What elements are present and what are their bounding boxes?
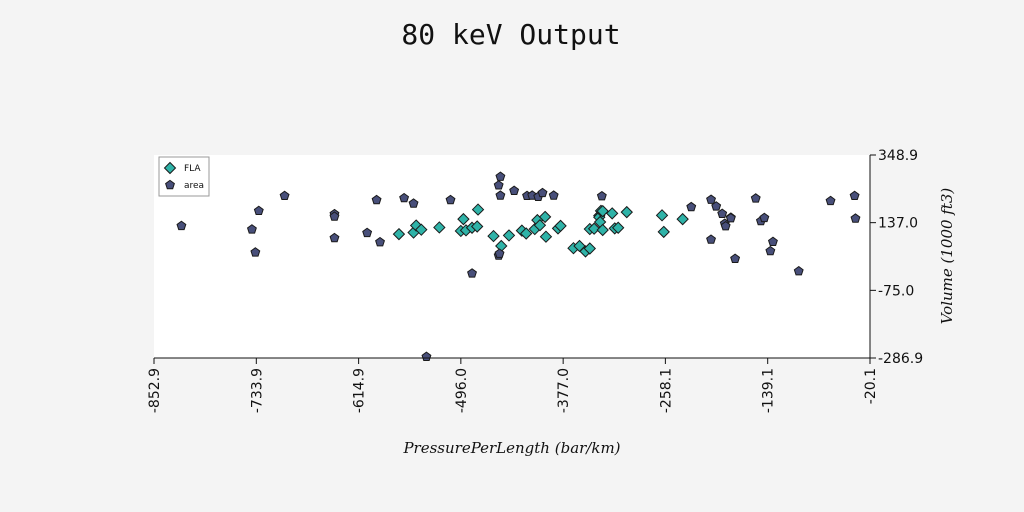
data-point-area (250, 247, 261, 257)
data-point-fla (583, 242, 597, 255)
data-point-area (793, 265, 804, 276)
x-tick-label: -139.1 (761, 368, 777, 413)
data-point-area (329, 232, 340, 243)
data-point-area (725, 212, 736, 223)
data-point-fla (487, 229, 500, 243)
legend-marker-fla (163, 161, 177, 175)
data-point-fla (502, 229, 516, 242)
x-tick-label: -377.0 (556, 368, 572, 413)
data-point-area (509, 185, 520, 195)
data-point-area (711, 201, 722, 211)
x-axis-ticks: -852.9 -733.9 -614.9 -496.0 -377.0 -258.1 -139… (147, 358, 879, 413)
x-tick-label: -496.0 (454, 368, 470, 413)
x-axis-title: PressurePerLength (bar/km) (402, 439, 620, 457)
data-points (176, 171, 861, 361)
legend: FLA area (158, 156, 210, 197)
data-point-fla (587, 222, 601, 235)
data-point-area (371, 194, 382, 205)
data-point-area (279, 190, 290, 201)
data-point-area (767, 236, 778, 247)
y-tick-label: -75.0 (878, 283, 914, 299)
legend-box (158, 156, 210, 197)
data-point-area (246, 224, 257, 234)
data-point-fla (433, 221, 446, 234)
data-point-area (596, 190, 607, 201)
data-point-fla (470, 220, 484, 233)
data-point-area (494, 248, 505, 258)
data-point-fla (533, 219, 547, 232)
data-point-area (759, 212, 770, 223)
legend-label-area: area (184, 181, 204, 191)
data-point-area (495, 190, 506, 200)
data-point-fla (611, 221, 625, 234)
data-point-area (720, 220, 731, 231)
data-point-fla (596, 223, 609, 237)
data-point-fla (605, 207, 619, 220)
data-point-fla (620, 205, 633, 219)
legend-marker-area (165, 179, 175, 190)
chart-title: 80 keV Output (401, 18, 620, 51)
data-point-fla (457, 212, 470, 226)
x-tick-label: -733.9 (249, 368, 265, 413)
data-point-area (537, 187, 548, 198)
data-point-area (375, 236, 385, 247)
data-point-area (706, 194, 716, 204)
data-point-area (765, 245, 776, 256)
y-axis-title: Volume (1000 ft3) (938, 188, 956, 325)
x-tick-label: -852.9 (147, 368, 163, 413)
data-point-fla (554, 219, 567, 233)
data-point-area (495, 171, 506, 181)
data-point-fla (538, 210, 552, 224)
data-point-fla (471, 203, 485, 216)
data-point-area (850, 213, 861, 223)
data-point-fla (655, 209, 669, 222)
data-point-area (750, 193, 761, 203)
data-point-area (717, 208, 728, 218)
data-point-area (548, 190, 559, 200)
data-point-area (329, 211, 340, 221)
data-point-fla (676, 212, 689, 226)
data-point-area (493, 180, 504, 190)
x-tick-label: -20.1 (863, 368, 879, 404)
y-tick-label: 137.0 (878, 216, 918, 232)
y-tick-label: 348.9 (878, 148, 918, 164)
x-tick-label: -258.1 (658, 368, 674, 413)
x-tick-label: -614.9 (352, 368, 368, 413)
data-point-area (445, 194, 456, 205)
data-point-area (730, 253, 741, 263)
data-point-fla (415, 223, 428, 236)
legend-label-fla: FLA (184, 164, 201, 174)
data-point-area (362, 227, 373, 238)
data-point-fla (596, 204, 609, 218)
data-point-area (253, 205, 264, 216)
data-point-fla (392, 227, 406, 241)
data-point-fla (657, 225, 670, 239)
data-point-area (706, 234, 716, 244)
plot-area (154, 155, 870, 358)
y-axis-ticks: 348.9 137.0 -75.0 -286.9 (870, 148, 923, 367)
data-point-area (849, 190, 860, 201)
data-point-fla (519, 227, 533, 240)
data-point-area (176, 220, 187, 231)
data-point-fla (539, 230, 553, 243)
y-tick-label: -286.9 (878, 351, 923, 367)
data-point-area (825, 195, 836, 206)
data-point-area (399, 192, 410, 203)
data-point-area (408, 198, 419, 208)
data-point-area (686, 201, 697, 212)
data-point-area (467, 268, 477, 278)
